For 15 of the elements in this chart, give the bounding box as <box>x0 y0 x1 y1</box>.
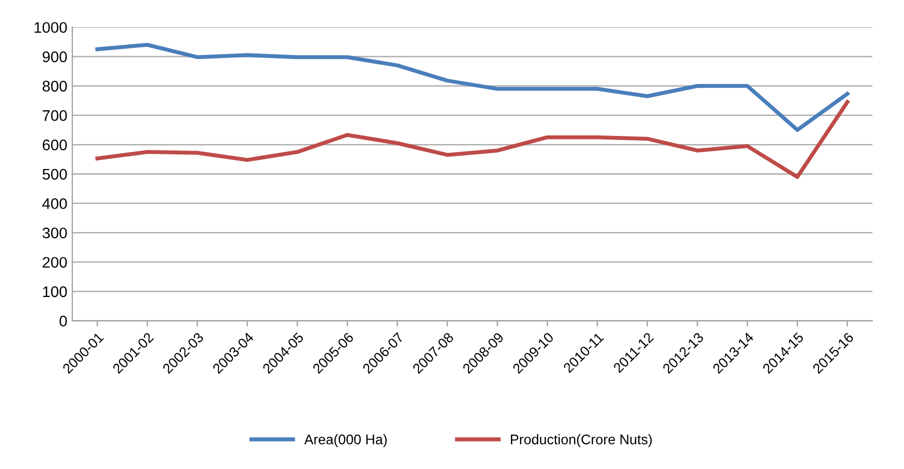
line-series <box>95 42 850 132</box>
y-tick-label: 1000 <box>34 22 67 33</box>
legend-label: Production(Crore Nuts) <box>510 434 652 448</box>
y-tick-label: 0 <box>60 316 67 326</box>
y-tick-label: 500 <box>42 168 67 180</box>
legend-label: Area(000 Ha) <box>304 434 387 448</box>
y-tick-label: 800 <box>42 80 67 92</box>
y-tick-label: 100 <box>43 286 67 298</box>
y-tick-label: 700 <box>42 110 67 121</box>
line-series <box>95 100 850 179</box>
y-tick-label: 200 <box>42 256 67 268</box>
y-tick-label: 300 <box>42 228 67 238</box>
y-tick-label: 600 <box>42 140 67 150</box>
y-tick-label: 900 <box>42 51 67 62</box>
y-tick-label: 400 <box>42 198 67 210</box>
